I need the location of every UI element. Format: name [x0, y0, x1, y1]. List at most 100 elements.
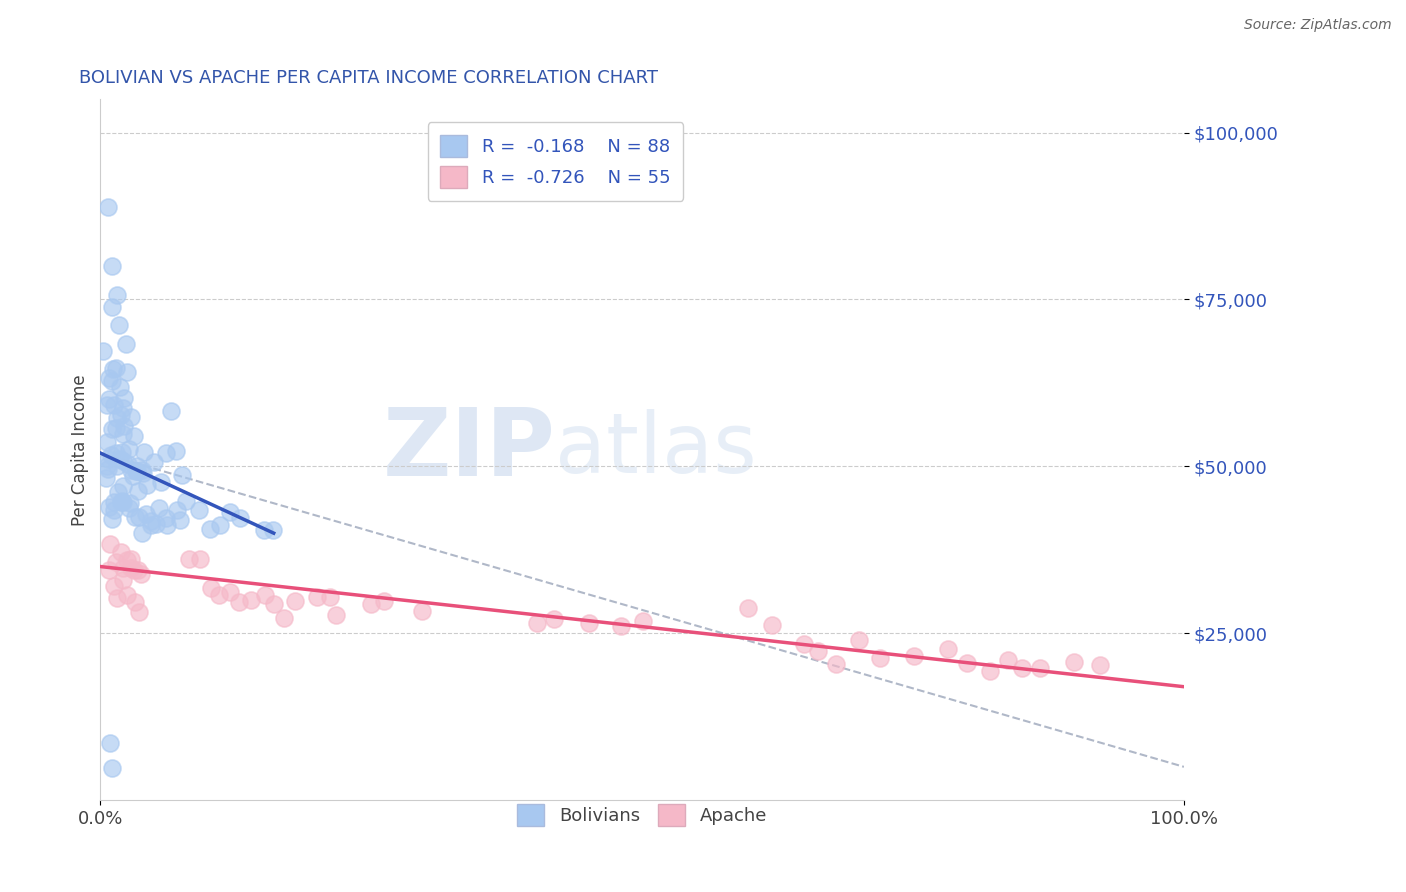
Point: [98, 563, 121, 577]
Point: [121, 469, 143, 483]
Point: [108, 451, 131, 466]
Point: [110, 545, 132, 559]
Point: [118, 496, 141, 510]
Point: [132, 466, 155, 480]
Point: [219, 584, 242, 599]
Point: [108, 380, 131, 394]
Point: [101, 374, 124, 388]
Point: [101, 361, 124, 376]
Point: [936, 642, 959, 657]
Point: [98, 736, 121, 750]
Point: [101, 512, 124, 526]
Point: [578, 616, 600, 631]
Point: [807, 644, 830, 658]
Point: [148, 501, 170, 516]
Point: [127, 483, 149, 498]
Point: [96, 459, 118, 474]
Point: [411, 604, 433, 618]
Point: [169, 513, 191, 527]
Point: [793, 637, 815, 651]
Point: [101, 259, 124, 273]
Point: [737, 600, 759, 615]
Point: [997, 653, 1019, 667]
Point: [117, 457, 139, 471]
Point: [253, 523, 276, 537]
Point: [96, 398, 118, 412]
Point: [229, 511, 252, 525]
Point: [131, 463, 153, 477]
Point: [149, 475, 172, 489]
Point: [112, 401, 135, 415]
Point: [188, 552, 211, 566]
Point: [177, 551, 200, 566]
Point: [107, 591, 129, 605]
Point: [104, 361, 127, 376]
Point: [200, 581, 222, 595]
Point: [110, 495, 132, 509]
Point: [98, 500, 121, 514]
Point: [115, 365, 138, 379]
Point: [101, 422, 124, 436]
Point: [128, 605, 150, 619]
Point: [115, 336, 138, 351]
Point: [97, 392, 120, 406]
Text: ZIP: ZIP: [382, 404, 555, 496]
Point: [208, 518, 231, 533]
Point: [129, 566, 152, 581]
Point: [228, 595, 250, 609]
Text: BOLIVIAN VS APACHE PER CAPITA INCOME CORRELATION CHART: BOLIVIAN VS APACHE PER CAPITA INCOME COR…: [79, 69, 658, 87]
Point: [325, 607, 347, 622]
Legend: Bolivians, Apache: Bolivians, Apache: [510, 797, 775, 833]
Point: [118, 500, 141, 515]
Point: [104, 556, 127, 570]
Point: [120, 463, 142, 477]
Point: [139, 517, 162, 532]
Point: [125, 459, 148, 474]
Point: [132, 445, 155, 459]
Point: [105, 459, 128, 474]
Point: [121, 410, 143, 425]
Point: [91, 344, 114, 359]
Point: [141, 514, 163, 528]
Point: [208, 588, 231, 602]
Point: [631, 614, 654, 628]
Point: [174, 494, 197, 508]
Point: [1063, 655, 1085, 669]
Point: [526, 616, 548, 631]
Text: Source: ZipAtlas.com: Source: ZipAtlas.com: [1244, 18, 1392, 32]
Point: [848, 633, 870, 648]
Point: [254, 588, 277, 602]
Point: [105, 411, 128, 425]
Point: [131, 526, 153, 541]
Point: [97, 200, 120, 214]
Point: [103, 579, 125, 593]
Point: [108, 318, 131, 332]
Point: [100, 300, 122, 314]
Point: [136, 477, 159, 491]
Point: [98, 537, 121, 551]
Point: [105, 288, 128, 302]
Point: [188, 502, 211, 516]
Point: [160, 403, 183, 417]
Point: [143, 455, 166, 469]
Point: [543, 612, 565, 626]
Point: [128, 509, 150, 524]
Point: [135, 507, 157, 521]
Point: [103, 503, 125, 517]
Point: [1029, 660, 1052, 674]
Point: [198, 522, 221, 536]
Point: [761, 617, 783, 632]
Point: [145, 517, 167, 532]
Point: [112, 419, 135, 434]
Point: [112, 561, 135, 575]
Point: [97, 462, 120, 476]
Point: [105, 446, 128, 460]
Point: [155, 446, 177, 460]
Point: [112, 478, 135, 492]
Point: [111, 454, 134, 468]
Point: [122, 563, 145, 577]
Point: [120, 551, 142, 566]
Point: [96, 471, 118, 485]
Point: [262, 523, 284, 537]
Point: [112, 426, 135, 441]
